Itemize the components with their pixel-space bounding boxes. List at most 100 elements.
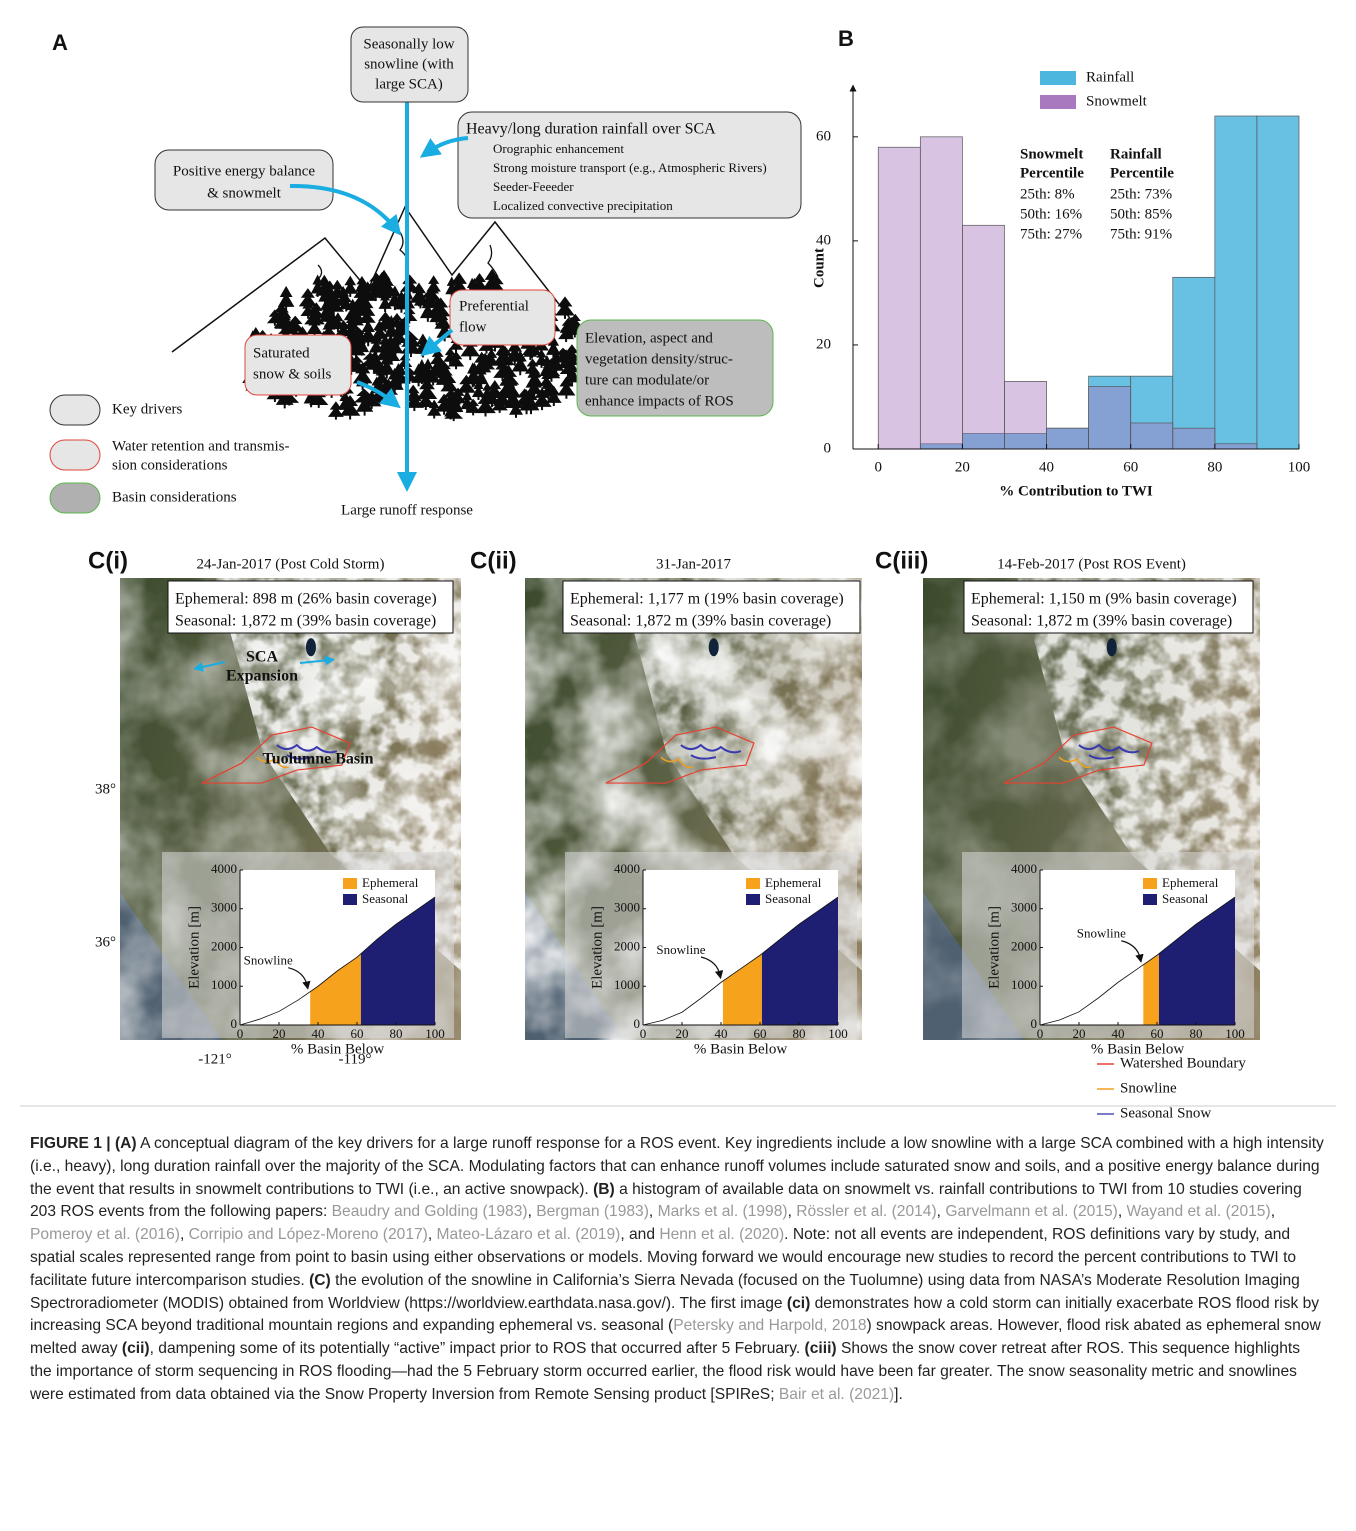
panel-a: A Seasonally low snowline (with large SC… [50,27,801,518]
legend-swatch [1143,894,1157,905]
basin-annotation: Tuolumne Basin [262,751,373,768]
figure: A Seasonally low snowline (with large SC… [0,0,1356,1128]
caption-text: Mateo-Lázaro et al. (2019) [437,1226,621,1243]
x-tick-label: 80 [390,1026,403,1041]
x-axis-label: % Basin Below [694,1041,787,1057]
x-tick-label: 60 [1151,1026,1164,1041]
x-tick-label: 80 [1190,1026,1203,1041]
legend-text: Ephemeral [765,875,822,890]
caption-text: ]. [894,1386,903,1403]
snowline-label: Snowline [244,953,293,968]
legend-swatch [50,483,100,513]
caption-text: Garvelmann et al. (2015) [945,1203,1117,1220]
caption-text: Henn et al. (2020) [659,1226,784,1243]
y-axis-label: Elevation [m] [186,906,202,989]
caption-text: (A) [115,1135,137,1152]
caption-text: , and [620,1226,659,1243]
annotation-title: Rainfall [1110,146,1162,162]
annotation-row: 50th: 16% [1020,206,1082,222]
lon-label: -119° [339,1051,372,1067]
annotation-row: 75th: 27% [1020,226,1082,242]
sca-annotation: Expansion [226,668,298,685]
caption: FIGURE 1 | (A) A conceptual diagram of t… [30,1133,1326,1407]
caption-text: (ciii) [805,1340,837,1357]
caption-text: Beaudry and Golding (1983) [332,1203,528,1220]
bar [878,147,920,449]
lon-label: -121° [198,1051,232,1067]
y-axis-label: Count [811,248,827,288]
legend-swatch [1040,95,1076,109]
annotation-row: 25th: 73% [1110,186,1172,202]
caption-text: Petersky and Harpold, 2018 [673,1317,866,1334]
x-tick-label: 40 [1112,1026,1125,1041]
inset-chart: EphemeralSeasonal01000200030004000020406… [162,852,454,1057]
box-text: snow & soils [253,366,332,382]
y-tick-label: 20 [816,336,831,352]
box-text: Elevation, aspect and [585,330,713,346]
caption-text: , [1118,1203,1127,1220]
x-tick-label: 100 [425,1026,445,1041]
annotation-row: 50th: 85% [1110,206,1172,222]
x-tick-label: 20 [676,1026,689,1041]
y-tick-label: 1000 [614,977,640,992]
legend-text: Seasonal [1162,891,1209,906]
box-text: & snowmelt [207,185,282,201]
caption-text: , [528,1203,537,1220]
lat-label: 38° [95,781,116,797]
caption-text: , [428,1226,437,1243]
x-tick-label: 20 [955,459,970,475]
legend-swatch [746,894,760,905]
retention-box [245,335,351,395]
legend-text: Water retention and transmis- [112,438,289,454]
box-text: large SCA) [375,76,443,92]
bar [1215,444,1257,449]
y-tick-label: 2000 [211,938,237,953]
tree [498,376,518,398]
caption-text: Wayand et al. (2015) [1127,1203,1271,1220]
panel-label: C(iii) [875,547,928,574]
lake [306,638,316,656]
annotation-title: Percentile [1020,165,1084,181]
annotation-row: 75th: 91% [1110,226,1172,242]
annotation-title: Percentile [1110,165,1174,181]
x-tick-label: 80 [1207,459,1222,475]
box-title: Heavy/long duration rainfall over SCA [466,121,716,138]
area-band [1143,954,1159,1025]
x-tick-label: 0 [874,459,882,475]
image-title: 14-Feb-2017 (Post ROS Event) [997,556,1186,572]
x-tick-label: 100 [1288,459,1311,475]
legend-text: Ephemeral [362,875,419,890]
bar [1004,381,1046,449]
panel-label: C(ii) [470,547,517,574]
snowline-label: Snowline [656,942,705,957]
bar [920,137,962,449]
legend-text: Basin considerations [112,489,237,505]
box-item: Orographic enhancement [493,141,624,156]
y-tick-label: 4000 [614,861,640,876]
caption-text: Corripio and López-Moreno (2017) [189,1226,428,1243]
info-text: Seasonal: 1,872 m (39% basin coverage) [175,613,436,630]
outcome-text: Large runoff response [341,502,473,518]
info-text: Ephemeral: 1,177 m (19% basin coverage) [570,591,844,608]
caption-text: (cii) [122,1340,150,1357]
caption-text: , [1271,1203,1275,1220]
panel-label: A [52,30,68,55]
legend-text: Seasonal [362,891,409,906]
y-tick-label: 4000 [211,861,237,876]
page: {"labels":["A","B","C(i)","C(ii)","C(iii… [0,0,1356,1531]
x-axis-label: % Contribution to TWI [999,483,1153,499]
x-tick-label: 80 [793,1026,806,1041]
y-tick-label: 1000 [1011,977,1037,992]
caption-text: Rössler et al. (2014) [796,1203,936,1220]
legend-text: Seasonal Snow [1120,1105,1211,1121]
legend-text: Snowmelt [1086,93,1148,109]
x-tick-label: 60 [1123,459,1138,475]
bar [1089,387,1131,449]
caption-text: Pomeroy et al. (2016) [30,1226,180,1243]
x-tick-label: 0 [1037,1026,1044,1041]
bar [1257,116,1299,449]
legend-swatch [50,440,100,470]
x-tick-label: 0 [237,1026,244,1041]
x-tick-label: 40 [715,1026,728,1041]
lake [709,638,719,656]
